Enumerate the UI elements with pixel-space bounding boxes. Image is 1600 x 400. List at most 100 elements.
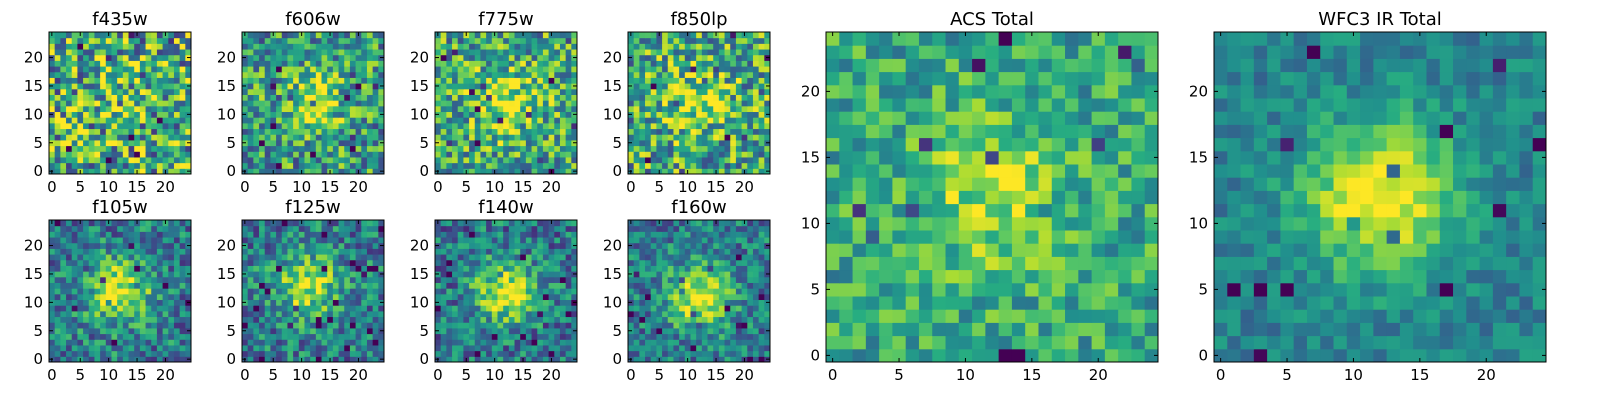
- heatmap-cell: [531, 134, 538, 141]
- heatmap-cell: [287, 333, 294, 340]
- heatmap-cell: [179, 220, 186, 227]
- heatmap-cell: [162, 350, 169, 357]
- heatmap-cell: [508, 71, 516, 78]
- heatmap-cell: [571, 100, 578, 107]
- heatmap-cell: [474, 60, 481, 67]
- heatmap-cell: [128, 356, 135, 363]
- heatmap-cell: [718, 32, 726, 39]
- heatmap-cell: [134, 316, 141, 323]
- heatmap-cell: [88, 310, 95, 318]
- heatmap-cell: [565, 225, 572, 232]
- heatmap-cell: [639, 122, 646, 130]
- heatmap-cell: [684, 111, 691, 118]
- heatmap-cell: [145, 316, 152, 323]
- heatmap-cell: [503, 299, 510, 306]
- heatmap-cell: [298, 128, 305, 135]
- heatmap-cell: [486, 322, 493, 329]
- heatmap-cell: [656, 145, 663, 152]
- heatmap-cell: [83, 259, 90, 266]
- y-tick-label: 20: [24, 237, 43, 255]
- heatmap-cell: [701, 43, 709, 50]
- heatmap-cell: [179, 333, 186, 340]
- heatmap-cell: [66, 77, 73, 84]
- heatmap-cell: [111, 288, 118, 295]
- heatmap-cell: [457, 339, 464, 346]
- x-tick-label: 10: [292, 366, 311, 384]
- heatmap-cell: [162, 310, 169, 318]
- heatmap-cell: [253, 299, 260, 306]
- heatmap-cell: [747, 37, 754, 44]
- heatmap-cell: [554, 77, 561, 84]
- heatmap-cell: [656, 327, 663, 335]
- heatmap-cell: [361, 94, 368, 101]
- heatmap-cell: [764, 128, 771, 135]
- y-tick-label: 10: [410, 293, 429, 311]
- heatmap-cell: [633, 151, 640, 158]
- heatmap-cell: [366, 100, 374, 107]
- heatmap-cell: [100, 237, 107, 244]
- heatmap-cell: [293, 310, 300, 318]
- heatmap-cell: [372, 49, 379, 56]
- heatmap-cell: [503, 339, 510, 346]
- heatmap-cell: [480, 305, 487, 312]
- heatmap-cell: [293, 220, 300, 227]
- heatmap-cell: [151, 356, 158, 363]
- heatmap-cell: [724, 276, 731, 283]
- heatmap-cell: [747, 100, 754, 107]
- heatmap-cell: [321, 100, 328, 107]
- heatmap-cell: [156, 322, 164, 329]
- heatmap-cell: [497, 83, 504, 90]
- heatmap-cell: [156, 66, 164, 73]
- heatmap-cell: [554, 316, 561, 323]
- heatmap-cell: [554, 83, 561, 90]
- heatmap-cell: [497, 100, 504, 107]
- heatmap-cell: [469, 54, 476, 61]
- heatmap-cell: [531, 83, 538, 90]
- heatmap-cell: [486, 111, 493, 118]
- heatmap-cell: [66, 293, 73, 301]
- heatmap-cell: [718, 122, 726, 130]
- heatmap-cell: [707, 276, 714, 283]
- heatmap-cell: [713, 162, 720, 169]
- panel-title: f606w: [285, 9, 340, 30]
- heatmap-cell: [503, 350, 510, 357]
- heatmap-cell: [179, 117, 186, 124]
- heatmap-cell: [372, 327, 379, 335]
- heatmap-cell: [372, 77, 379, 84]
- heatmap-cell: [486, 94, 493, 101]
- heatmap-cell: [559, 259, 567, 266]
- heatmap-cell: [480, 111, 487, 118]
- heatmap-cell: [758, 333, 765, 340]
- heatmap-cell: [151, 111, 158, 118]
- heatmap-cell: [440, 43, 447, 50]
- heatmap-cell: [542, 299, 550, 306]
- heatmap-cell: [100, 288, 107, 295]
- heatmap-cell: [662, 339, 669, 346]
- heatmap-cell: [281, 237, 288, 244]
- heatmap-cell: [122, 128, 130, 135]
- heatmap-cell: [298, 71, 305, 78]
- heatmap-cell: [463, 254, 470, 261]
- heatmap-cell: [355, 66, 362, 73]
- heatmap-cell: [247, 259, 254, 266]
- heatmap-cell: [168, 299, 175, 306]
- heatmap-cell: [764, 310, 771, 318]
- heatmap-cell: [673, 350, 680, 357]
- heatmap-cell: [315, 100, 323, 107]
- heatmap-cell: [247, 322, 254, 329]
- heatmap-cell: [486, 271, 493, 278]
- heatmap-cell: [452, 299, 459, 306]
- heatmap-cell: [49, 134, 56, 141]
- heatmap-cell: [145, 276, 152, 283]
- heatmap-cell: [66, 231, 73, 238]
- heatmap-cell: [741, 134, 748, 141]
- heatmap-cell: [758, 37, 765, 44]
- heatmap-cell: [100, 122, 107, 130]
- heatmap-cell: [554, 105, 561, 113]
- heatmap-cell: [452, 293, 459, 301]
- heatmap-cell: [134, 94, 141, 101]
- heatmap-cell: [54, 37, 61, 44]
- heatmap-cell: [281, 128, 288, 135]
- heatmap-cell: [122, 237, 130, 244]
- heatmap-cell: [247, 333, 254, 340]
